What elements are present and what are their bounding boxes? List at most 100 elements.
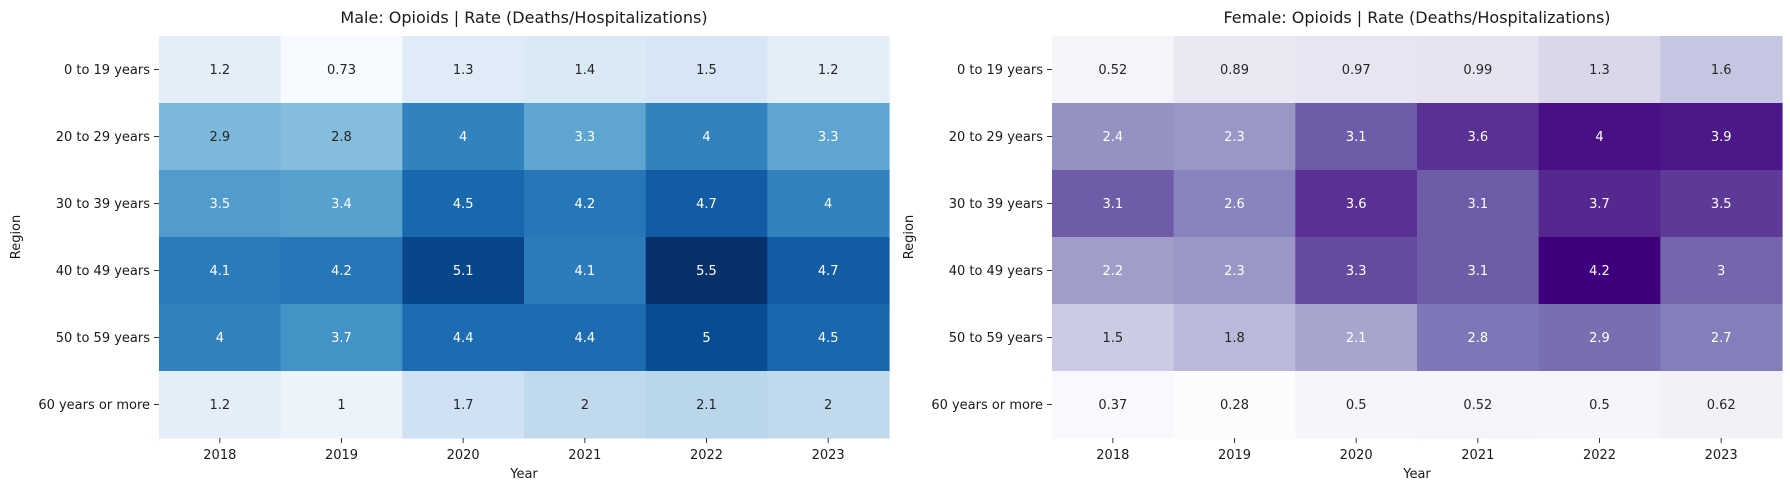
heatmap-cell (280, 36, 403, 104)
heatmap-cell (645, 103, 768, 171)
cell-value-label: 4 (1595, 130, 1603, 145)
heatmap-cell (645, 170, 768, 238)
heatmap-cell (159, 103, 282, 171)
heatmap-cell (402, 36, 525, 104)
heatmap-cell (159, 371, 282, 439)
cell-value-label: 4 (459, 130, 467, 145)
cell-value-label: 2 (824, 398, 832, 413)
cell-value-label: 3.4 (331, 197, 352, 212)
x-axis-label: Year (1402, 467, 1431, 482)
heatmap-cell (1660, 36, 1783, 104)
cell-value-label: 2.2 (1102, 264, 1123, 279)
cell-value-label: 1.4 (574, 63, 595, 78)
heatmap-cell (1538, 237, 1661, 305)
y-tick-label: 30 to 39 years (949, 197, 1044, 212)
y-tick-label: 50 to 59 years (56, 331, 151, 346)
cell-value-label: 3.7 (331, 331, 352, 346)
cell-value-label: 2.3 (1224, 130, 1245, 145)
cell-value-label: 1.7 (453, 398, 474, 413)
x-tick-label: 2021 (568, 448, 601, 463)
heatmap-cell (1295, 170, 1418, 238)
cell-value-label: 3.9 (1711, 130, 1732, 145)
cell-value-label: 3.1 (1467, 264, 1488, 279)
x-tick-label: 2019 (325, 448, 358, 463)
heatmap-cell (767, 170, 890, 238)
y-axis-label: Region (902, 215, 917, 260)
heatmap-cell (524, 304, 647, 372)
heatmap-cell (1173, 103, 1296, 171)
heatmap-cell (1538, 304, 1661, 372)
cell-value-label: 1.3 (453, 63, 474, 78)
y-tick-label: 40 to 49 years (56, 264, 151, 279)
cell-value-label: 4 (824, 197, 832, 212)
cell-value-label: 1.5 (696, 63, 717, 78)
heatmap-cell (402, 237, 525, 305)
heatmap-cell (159, 304, 282, 372)
heatmap-cell (1660, 103, 1783, 171)
cell-value-label: 1 (337, 398, 345, 413)
cell-value-label: 5.1 (453, 264, 474, 279)
heatmap-cell (1417, 371, 1540, 439)
x-tick-label: 2023 (1705, 448, 1738, 463)
heatmap-cell (1417, 36, 1540, 104)
cell-value-label: 2.9 (209, 130, 230, 145)
cell-value-label: 1.2 (209, 398, 230, 413)
cell-value-label: 2.7 (1711, 331, 1732, 346)
heatmap-cell (1295, 304, 1418, 372)
cell-value-label: 4.4 (574, 331, 595, 346)
y-tick-label: 0 to 19 years (957, 63, 1043, 78)
heatmap-cell (1538, 103, 1661, 171)
heatmap-cell (159, 237, 282, 305)
cell-value-label: 2.4 (1102, 130, 1123, 145)
heatmap-cell (1660, 237, 1783, 305)
cell-value-label: 4.7 (696, 197, 717, 212)
cell-value-label: 0.5 (1346, 398, 1367, 413)
cell-value-label: 0.99 (1463, 63, 1492, 78)
heatmap-cell (1052, 304, 1175, 372)
x-tick-label: 2018 (203, 448, 236, 463)
heatmap-cell (280, 371, 403, 439)
cell-value-label: 0.5 (1589, 398, 1610, 413)
heatmap-cell (1417, 237, 1540, 305)
chart-title: Male: Opioids | Rate (Deaths/Hospitaliza… (340, 8, 707, 27)
heatmap-cell (1052, 170, 1175, 238)
cell-value-label: 3.1 (1102, 197, 1123, 212)
cell-value-label: 3 (1717, 264, 1725, 279)
y-tick-label: 40 to 49 years (949, 264, 1044, 279)
heatmap-cell (767, 371, 890, 439)
cell-value-label: 2.8 (331, 130, 352, 145)
cell-value-label: 4 (216, 331, 224, 346)
heatmap-cell (524, 170, 647, 238)
cell-value-label: 1.5 (1102, 331, 1123, 346)
heatmap-cell (1173, 371, 1296, 439)
cell-value-label: 3.1 (1346, 130, 1367, 145)
heatmap-cell (1052, 237, 1175, 305)
cell-value-label: 3.7 (1589, 197, 1610, 212)
heatmap-cell (1173, 170, 1296, 238)
heatmap-cell (1295, 103, 1418, 171)
cell-value-label: 3.3 (818, 130, 839, 145)
cell-value-label: 4 (702, 130, 710, 145)
heatmap-cell (645, 36, 768, 104)
heatmap-cell (280, 304, 403, 372)
chart-title: Female: Opioids | Rate (Deaths/Hospitali… (1223, 8, 1610, 27)
heatmap-cell (1538, 371, 1661, 439)
x-tick-label: 2023 (812, 448, 845, 463)
heatmap-cell (767, 237, 890, 305)
x-tick-label: 2021 (1461, 448, 1494, 463)
cell-value-label: 2.1 (696, 398, 717, 413)
cell-value-label: 2.8 (1467, 331, 1488, 346)
heatmap-cell (645, 304, 768, 372)
cell-value-label: 4.4 (453, 331, 474, 346)
x-tick-label: 2020 (1340, 448, 1373, 463)
heatmap-cell (1173, 36, 1296, 104)
heatmap-cell (524, 103, 647, 171)
heatmap-cell (1538, 36, 1661, 104)
cell-value-label: 3.3 (1346, 264, 1367, 279)
cell-value-label: 5.5 (696, 264, 717, 279)
cell-value-label: 5 (702, 331, 710, 346)
heatmap-cell (524, 36, 647, 104)
y-axis-label: Region (9, 215, 24, 260)
